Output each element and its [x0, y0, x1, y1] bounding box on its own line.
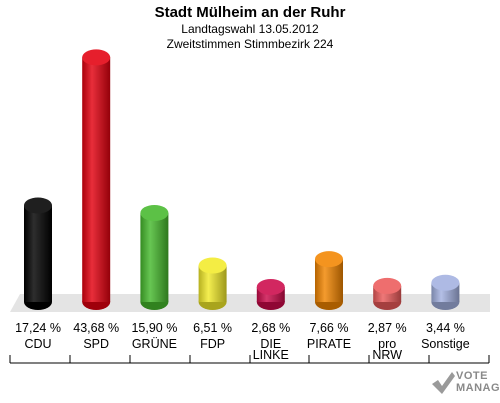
- chart-subtitle-district: Zweitstimmen Stimmbezirk 224: [166, 37, 334, 51]
- vote-check-icon: [432, 372, 455, 394]
- category-label: FDP: [200, 337, 225, 351]
- bar-cap: [24, 197, 52, 214]
- bar-spd: [82, 49, 111, 310]
- category-label: Sonstige: [421, 337, 470, 351]
- bar-sonstige: [431, 274, 460, 310]
- value-label: 15,90 %: [131, 321, 177, 335]
- category-label: CDU: [24, 337, 51, 351]
- chart-title: Stadt Mülheim an der Ruhr: [154, 4, 346, 21]
- value-label: 6,51 %: [193, 321, 232, 335]
- bar-body: [82, 57, 111, 302]
- logo-text: VOTE MANAGER: [456, 370, 500, 394]
- bar-die-linke: [256, 278, 285, 310]
- bar-grüne: [140, 204, 169, 310]
- value-label: 3,44 %: [426, 321, 465, 335]
- category-label: PIRATE: [307, 337, 351, 351]
- chart-floor: [10, 294, 490, 312]
- bar-cap: [373, 277, 402, 294]
- vote-manager-logo: VOTE MANAGER: [430, 368, 500, 398]
- bar-cdu: [24, 197, 52, 310]
- bar-cap: [140, 204, 169, 221]
- value-label: 2,68 %: [251, 321, 290, 335]
- bar-cap: [198, 257, 227, 274]
- bar-cap: [82, 49, 111, 66]
- category-label: NRW: [372, 348, 402, 362]
- value-label: 17,24 %: [15, 321, 61, 335]
- bars-group: [24, 49, 460, 310]
- category-label: DIE: [260, 337, 281, 351]
- value-labels-group: 17,24 % 43,68 % 15,90 % 6,51 % 2,68 % 7,66 % 2…: [15, 321, 465, 335]
- chart-header: Stadt Mülheim an der Ruhr Landtagswahl 1…: [0, 4, 500, 52]
- bar-fdp: [198, 257, 227, 310]
- chart-subtitle-election: Landtagswahl 13.05.2012: [181, 22, 319, 36]
- category-label: pro: [378, 337, 396, 351]
- value-label: 43,68 %: [73, 321, 119, 335]
- category-label: LINKE: [253, 348, 289, 362]
- bar-body: [140, 212, 169, 302]
- bar-pirate: [315, 251, 343, 310]
- bar-cap: [256, 278, 285, 295]
- category-label: GRÜNE: [132, 337, 177, 351]
- value-label: 2,87 %: [368, 321, 407, 335]
- bar-pro-nrw: [373, 277, 402, 310]
- bar-cap: [315, 251, 343, 268]
- logo-line-vote: VOTE: [456, 370, 488, 382]
- value-label: 7,66 %: [310, 321, 349, 335]
- category-label: SPD: [83, 337, 109, 351]
- bar-body: [24, 205, 52, 302]
- logo-line-manager: MANAGER: [456, 382, 500, 394]
- bar-cap: [431, 274, 460, 291]
